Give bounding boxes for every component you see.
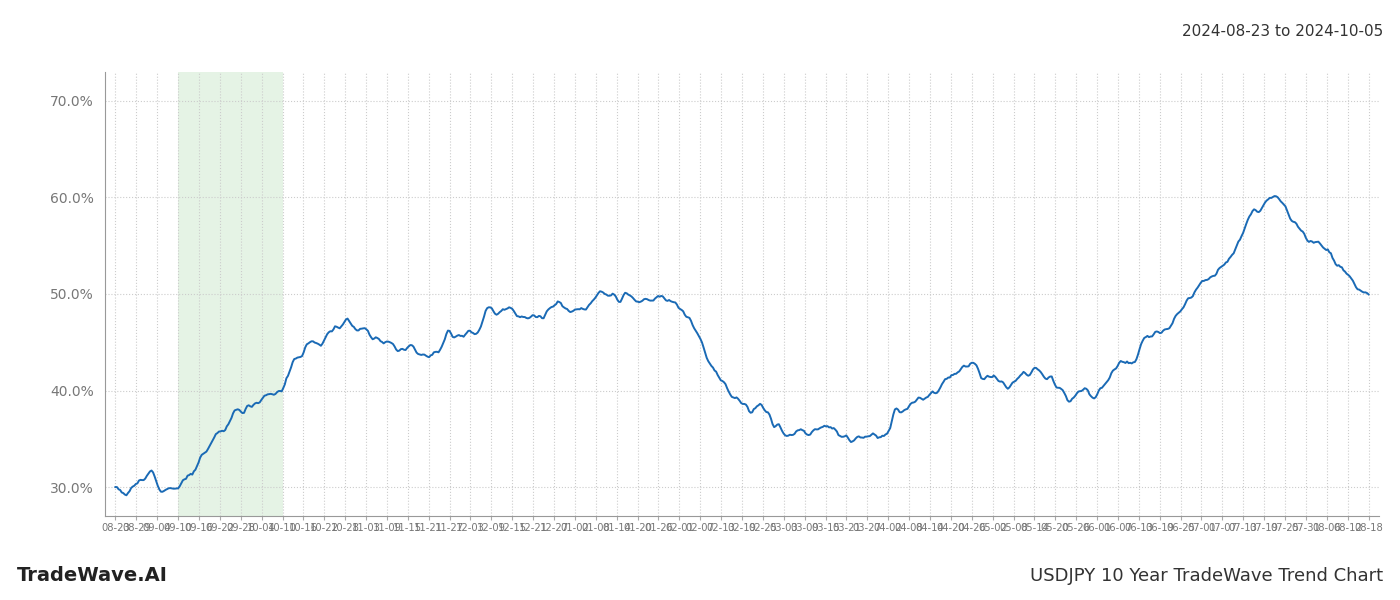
Text: 2024-08-23 to 2024-10-05: 2024-08-23 to 2024-10-05 <box>1182 24 1383 39</box>
Bar <box>178 72 283 516</box>
Text: TradeWave.AI: TradeWave.AI <box>17 566 168 585</box>
Text: USDJPY 10 Year TradeWave Trend Chart: USDJPY 10 Year TradeWave Trend Chart <box>1030 567 1383 585</box>
